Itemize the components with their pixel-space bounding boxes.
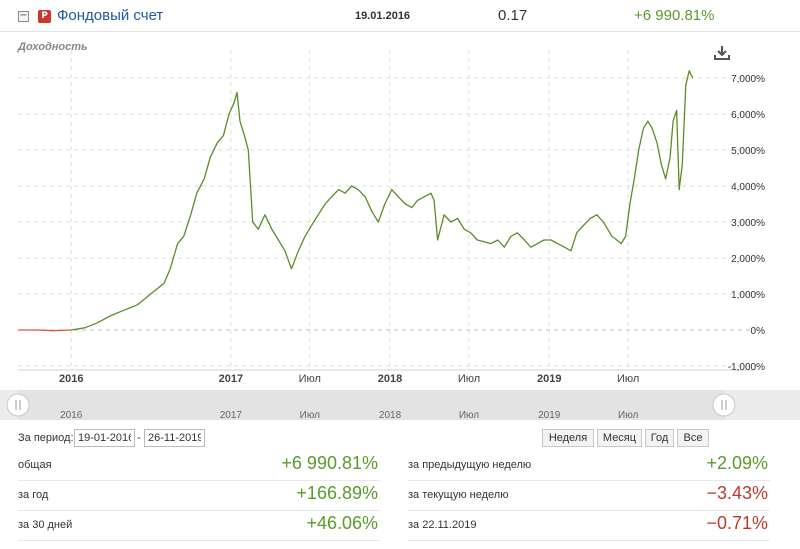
navigator-handle-right[interactable] bbox=[712, 393, 736, 417]
stat-current-week: за текущую неделю −3.43% bbox=[408, 481, 770, 511]
y-axis-ticks: -1,000% 0% 1,000% 2,000% 3,000% 4,000% 5,000% 6… bbox=[728, 74, 765, 373]
y-tick-label: 3,000% bbox=[731, 218, 765, 229]
stat-prev-week: за предыдущую неделю +2.09% bbox=[408, 451, 770, 481]
range-year-button[interactable]: Год bbox=[645, 429, 674, 447]
stat-label: за текущую неделю bbox=[408, 489, 509, 501]
y-tick-label: -1,000% bbox=[728, 362, 765, 373]
x-tick-label: 2017 bbox=[219, 373, 243, 385]
collapse-button[interactable]: − bbox=[18, 10, 29, 22]
navigator-selection bbox=[18, 390, 724, 420]
range-week-button[interactable]: Неделя bbox=[542, 429, 594, 447]
x-tick-label: Июл bbox=[299, 373, 321, 385]
chart-title: Доходность bbox=[18, 41, 88, 53]
navigator-tick-label: 2018 bbox=[379, 410, 402, 421]
stat-label: за год bbox=[18, 489, 49, 501]
handle-knob bbox=[712, 393, 736, 417]
total-change: +6 990.81% bbox=[634, 7, 715, 24]
stat-label: за предыдущую неделю bbox=[408, 459, 532, 471]
yield-chart: -1,000% 0% 1,000% 2,000% 3,000% 4,000% 5,000% 6… bbox=[0, 50, 800, 421]
stat-last-day: за 22.11.2019 −0.71% bbox=[408, 511, 770, 541]
stat-label: общая bbox=[18, 459, 52, 471]
y-tick-label: 4,000% bbox=[731, 182, 765, 193]
y-tick-label: 1,000% bbox=[731, 290, 765, 301]
series-line bbox=[71, 70, 694, 331]
stat-value: +46.06% bbox=[306, 513, 378, 533]
x-tick-label: Июл bbox=[458, 373, 480, 385]
navigator-tick-label: Июл bbox=[618, 410, 638, 421]
stat-label: за 22.11.2019 bbox=[408, 519, 477, 531]
y-tick-label: 5,000% bbox=[731, 146, 765, 157]
date-from-input[interactable] bbox=[74, 429, 135, 447]
stat-30-days: за 30 дней +46.06% bbox=[18, 511, 380, 541]
x-tick-label: Июл bbox=[617, 373, 639, 385]
navigator-tick-label: Июл bbox=[300, 410, 320, 421]
series-line-negative bbox=[18, 329, 72, 332]
range-navigator[interactable]: 2016 2017 Июл 2018 Июл 2019 Июл bbox=[0, 390, 800, 421]
navigator-tick-label: 2017 bbox=[220, 410, 243, 421]
stat-value: +2.09% bbox=[706, 453, 768, 473]
fund-header-row: − P Фондовый счет 19.01.2016 0.17 +6 990… bbox=[0, 0, 800, 32]
fund-name-link[interactable]: Фондовый счет bbox=[57, 7, 164, 24]
stat-value: +166.89% bbox=[296, 483, 378, 503]
stat-value: −0.71% bbox=[706, 513, 768, 533]
y-tick-label: 6,000% bbox=[731, 110, 765, 121]
range-all-button[interactable]: Все bbox=[677, 429, 709, 447]
navigator-handle-left[interactable] bbox=[6, 393, 30, 417]
stat-label: за 30 дней bbox=[18, 519, 73, 531]
y-tick-label: 7,000% bbox=[731, 74, 765, 85]
y-tick-label: 2,000% bbox=[731, 254, 765, 265]
navigator-tick-label: Июл bbox=[459, 410, 479, 421]
x-tick-label: 2019 bbox=[537, 373, 561, 385]
chart-grid bbox=[18, 50, 756, 371]
stat-value: +6 990.81% bbox=[281, 453, 378, 473]
download-icon[interactable] bbox=[712, 44, 732, 62]
x-tick-label: 2018 bbox=[378, 373, 402, 385]
navigator-tick-label: 2016 bbox=[60, 410, 83, 421]
date-separator: - bbox=[137, 432, 141, 444]
chart-series bbox=[18, 70, 694, 332]
handle-knob bbox=[6, 393, 30, 417]
period-label: За период: bbox=[18, 432, 74, 444]
navigator-tick-label: 2019 bbox=[538, 410, 561, 421]
range-month-button[interactable]: Месяц bbox=[597, 429, 642, 447]
fund-type-icon: P bbox=[38, 10, 51, 23]
start-price: 0.17 bbox=[498, 7, 528, 24]
x-axis-ticks: 2016 2017 Июл 2018 Июл 2019 Июл bbox=[59, 373, 639, 385]
x-tick-label: 2016 bbox=[59, 373, 83, 385]
stat-year: за год +166.89% bbox=[18, 481, 380, 511]
start-date: 19.01.2016 bbox=[355, 10, 411, 22]
date-to-input[interactable] bbox=[144, 429, 205, 447]
y-tick-label: 0% bbox=[751, 326, 766, 337]
period-controls: За период: - Неделя Месяц Год Все bbox=[0, 428, 800, 448]
stat-total: общая +6 990.81% bbox=[18, 451, 380, 481]
stat-value: −3.43% bbox=[706, 483, 768, 503]
